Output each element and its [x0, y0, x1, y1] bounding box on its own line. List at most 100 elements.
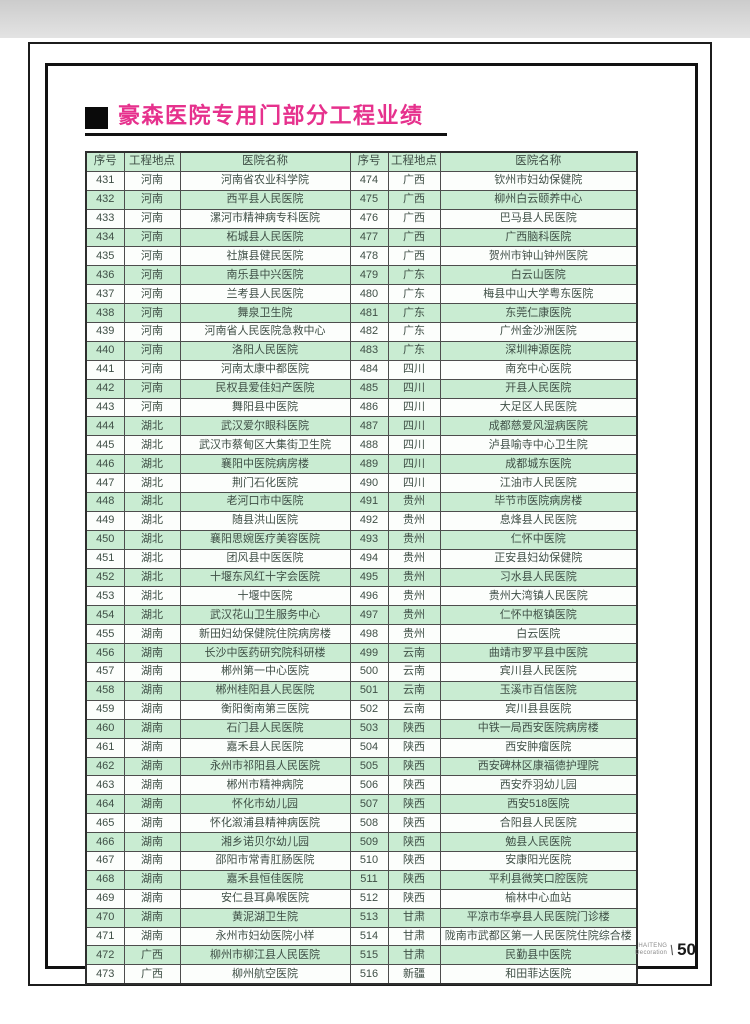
location-cell: 湖南 [123, 775, 181, 796]
serial-cell: 464 [85, 794, 125, 815]
serial-cell: 457 [85, 662, 125, 682]
hospital-cell: 郴州市精神病院 [179, 775, 351, 796]
hospital-cell: 成都慈爱风湿病医院 [439, 416, 638, 437]
location-cell: 四川 [387, 378, 441, 399]
serial-cell: 459 [85, 699, 125, 720]
hospital-cell: 合阳县人民医院 [439, 813, 638, 834]
location-cell: 广西 [123, 964, 181, 985]
hospital-cell: 榆林中心血站 [439, 888, 638, 909]
serial-cell: 502 [349, 699, 389, 720]
location-cell: 四川 [387, 359, 441, 380]
location-cell: 广西 [387, 246, 441, 267]
location-cell: 河南 [123, 170, 181, 191]
serial-cell: 460 [85, 718, 125, 739]
serial-cell: 481 [349, 303, 389, 324]
serial-cell: 489 [349, 454, 389, 475]
location-cell: 广西 [387, 227, 441, 248]
serial-cell: 503 [349, 718, 389, 739]
hospital-cell: 钦州市妇幼保健院 [439, 170, 638, 191]
table-row: 472 广西 柳州市柳江县人民医院 515 甘肃 民勤县中医院 [85, 945, 638, 966]
table-row: 460 湖南 石门县人民医院 503 陕西 中铁一局西安医院病房楼 [85, 718, 638, 739]
location-cell: 贵州 [387, 567, 441, 588]
table-row: 473 广西 柳州航空医院 516 新疆 和田菲达医院 [85, 964, 638, 985]
location-cell: 广西 [387, 189, 441, 210]
serial-cell: 443 [85, 397, 125, 418]
location-cell: 广东 [387, 284, 441, 305]
serial-cell: 435 [85, 246, 125, 267]
location-cell: 四川 [387, 473, 441, 494]
serial-cell: 479 [349, 265, 389, 286]
location-cell: 四川 [387, 397, 441, 418]
serial-cell: 465 [85, 813, 125, 834]
table-row: 466 湖南 湘乡诺贝尔幼儿园 509 陕西 勉县人民医院 [85, 832, 638, 852]
table-row: 442 河南 民权县爱佳妇产医院 485 四川 开县人民医院 [85, 378, 638, 399]
hospital-cell: 西安乔羽幼儿园 [439, 775, 638, 796]
hospital-cell: 柘城县人民医院 [179, 227, 351, 248]
header-hospital-right: 医院名称 [439, 151, 638, 172]
location-cell: 陕西 [387, 718, 441, 739]
serial-cell: 444 [85, 416, 125, 437]
location-cell: 广西 [123, 945, 181, 966]
location-cell: 河南 [123, 189, 181, 210]
hospital-cell: 泸县喻寺中心卫生院 [439, 435, 638, 456]
header-serial-left: 序号 [85, 151, 125, 172]
hospital-cell: 梅县中山大学粤东医院 [439, 284, 638, 305]
location-cell: 云南 [387, 662, 441, 682]
serial-cell: 436 [85, 265, 125, 286]
hospital-cell: 江油市人民医院 [439, 473, 638, 494]
serial-cell: 434 [85, 227, 125, 248]
hospital-cell: 仁怀中枢镇医院 [439, 605, 638, 626]
serial-cell: 461 [85, 737, 125, 758]
location-cell: 陕西 [387, 794, 441, 815]
serial-cell: 488 [349, 435, 389, 456]
hospital-cell: 武汉花山卫生服务中心 [179, 605, 351, 626]
table-row: 463 湖南 郴州市精神病院 506 陕西 西安乔羽幼儿园 [85, 775, 638, 796]
location-cell: 广东 [387, 340, 441, 361]
serial-cell: 473 [85, 964, 125, 985]
serial-cell: 494 [349, 548, 389, 569]
location-cell: 河南 [123, 359, 181, 380]
table-row: 459 湖南 衡阳衡南第三医院 502 云南 宾川县县医院 [85, 699, 638, 720]
brand-line1: HAITENG [638, 943, 668, 950]
hospital-cell: 和田菲达医院 [439, 964, 638, 985]
hospital-cell: 仁怀中医院 [439, 529, 638, 550]
location-cell: 湖南 [123, 699, 181, 720]
serial-cell: 445 [85, 435, 125, 456]
serial-cell: 446 [85, 454, 125, 475]
serial-cell: 450 [85, 529, 125, 550]
serial-cell: 455 [85, 624, 125, 645]
hospital-cell: 贺州市钟山钟州医院 [439, 246, 638, 267]
serial-cell: 511 [349, 869, 389, 890]
hospital-cell: 荆门石化医院 [179, 473, 351, 494]
location-cell: 湖南 [123, 794, 181, 815]
hospital-cell: 黄泥湖卫生院 [179, 907, 351, 928]
brand-slash-icon: \ [669, 942, 676, 958]
table-row: 431 河南 河南省农业科学院 474 广西 钦州市妇幼保健院 [85, 170, 638, 191]
hospital-cell: 武汉爱尔眼科医院 [179, 416, 351, 437]
hospital-cell: 河南太康中都医院 [179, 359, 351, 380]
table-row: 434 河南 柘城县人民医院 477 广西 广西脑科医院 [85, 227, 638, 248]
serial-cell: 448 [85, 492, 125, 512]
hospital-cell: 宾川县县医院 [439, 699, 638, 720]
location-cell: 湖南 [123, 680, 181, 701]
hospital-cell: 曲靖市罗平县中医院 [439, 643, 638, 664]
location-cell: 云南 [387, 680, 441, 701]
location-cell: 云南 [387, 643, 441, 664]
serial-cell: 480 [349, 284, 389, 305]
location-cell: 广西 [387, 170, 441, 191]
hospital-cell: 襄阳中医院病房楼 [179, 454, 351, 475]
hospital-cell: 大足区人民医院 [439, 397, 638, 418]
brand-text: HAITENG Decoration [635, 943, 667, 956]
table-row: 446 湖北 襄阳中医院病房楼 489 四川 成都城东医院 [85, 454, 638, 475]
location-cell: 湖南 [123, 926, 181, 947]
hospital-cell: 东莞仁康医院 [439, 303, 638, 324]
hospital-cell: 广州金沙洲医院 [439, 322, 638, 342]
location-cell: 贵州 [387, 605, 441, 626]
location-cell: 湖北 [123, 510, 181, 531]
hospital-cell: 武汉市蔡甸区大集街卫生院 [179, 435, 351, 456]
location-cell: 湖南 [123, 813, 181, 834]
hospital-cell: 老河口市中医院 [179, 492, 351, 512]
location-cell: 四川 [387, 454, 441, 475]
location-cell: 湖南 [123, 832, 181, 852]
hospital-cell: 长沙中医药研究院科研楼 [179, 643, 351, 664]
